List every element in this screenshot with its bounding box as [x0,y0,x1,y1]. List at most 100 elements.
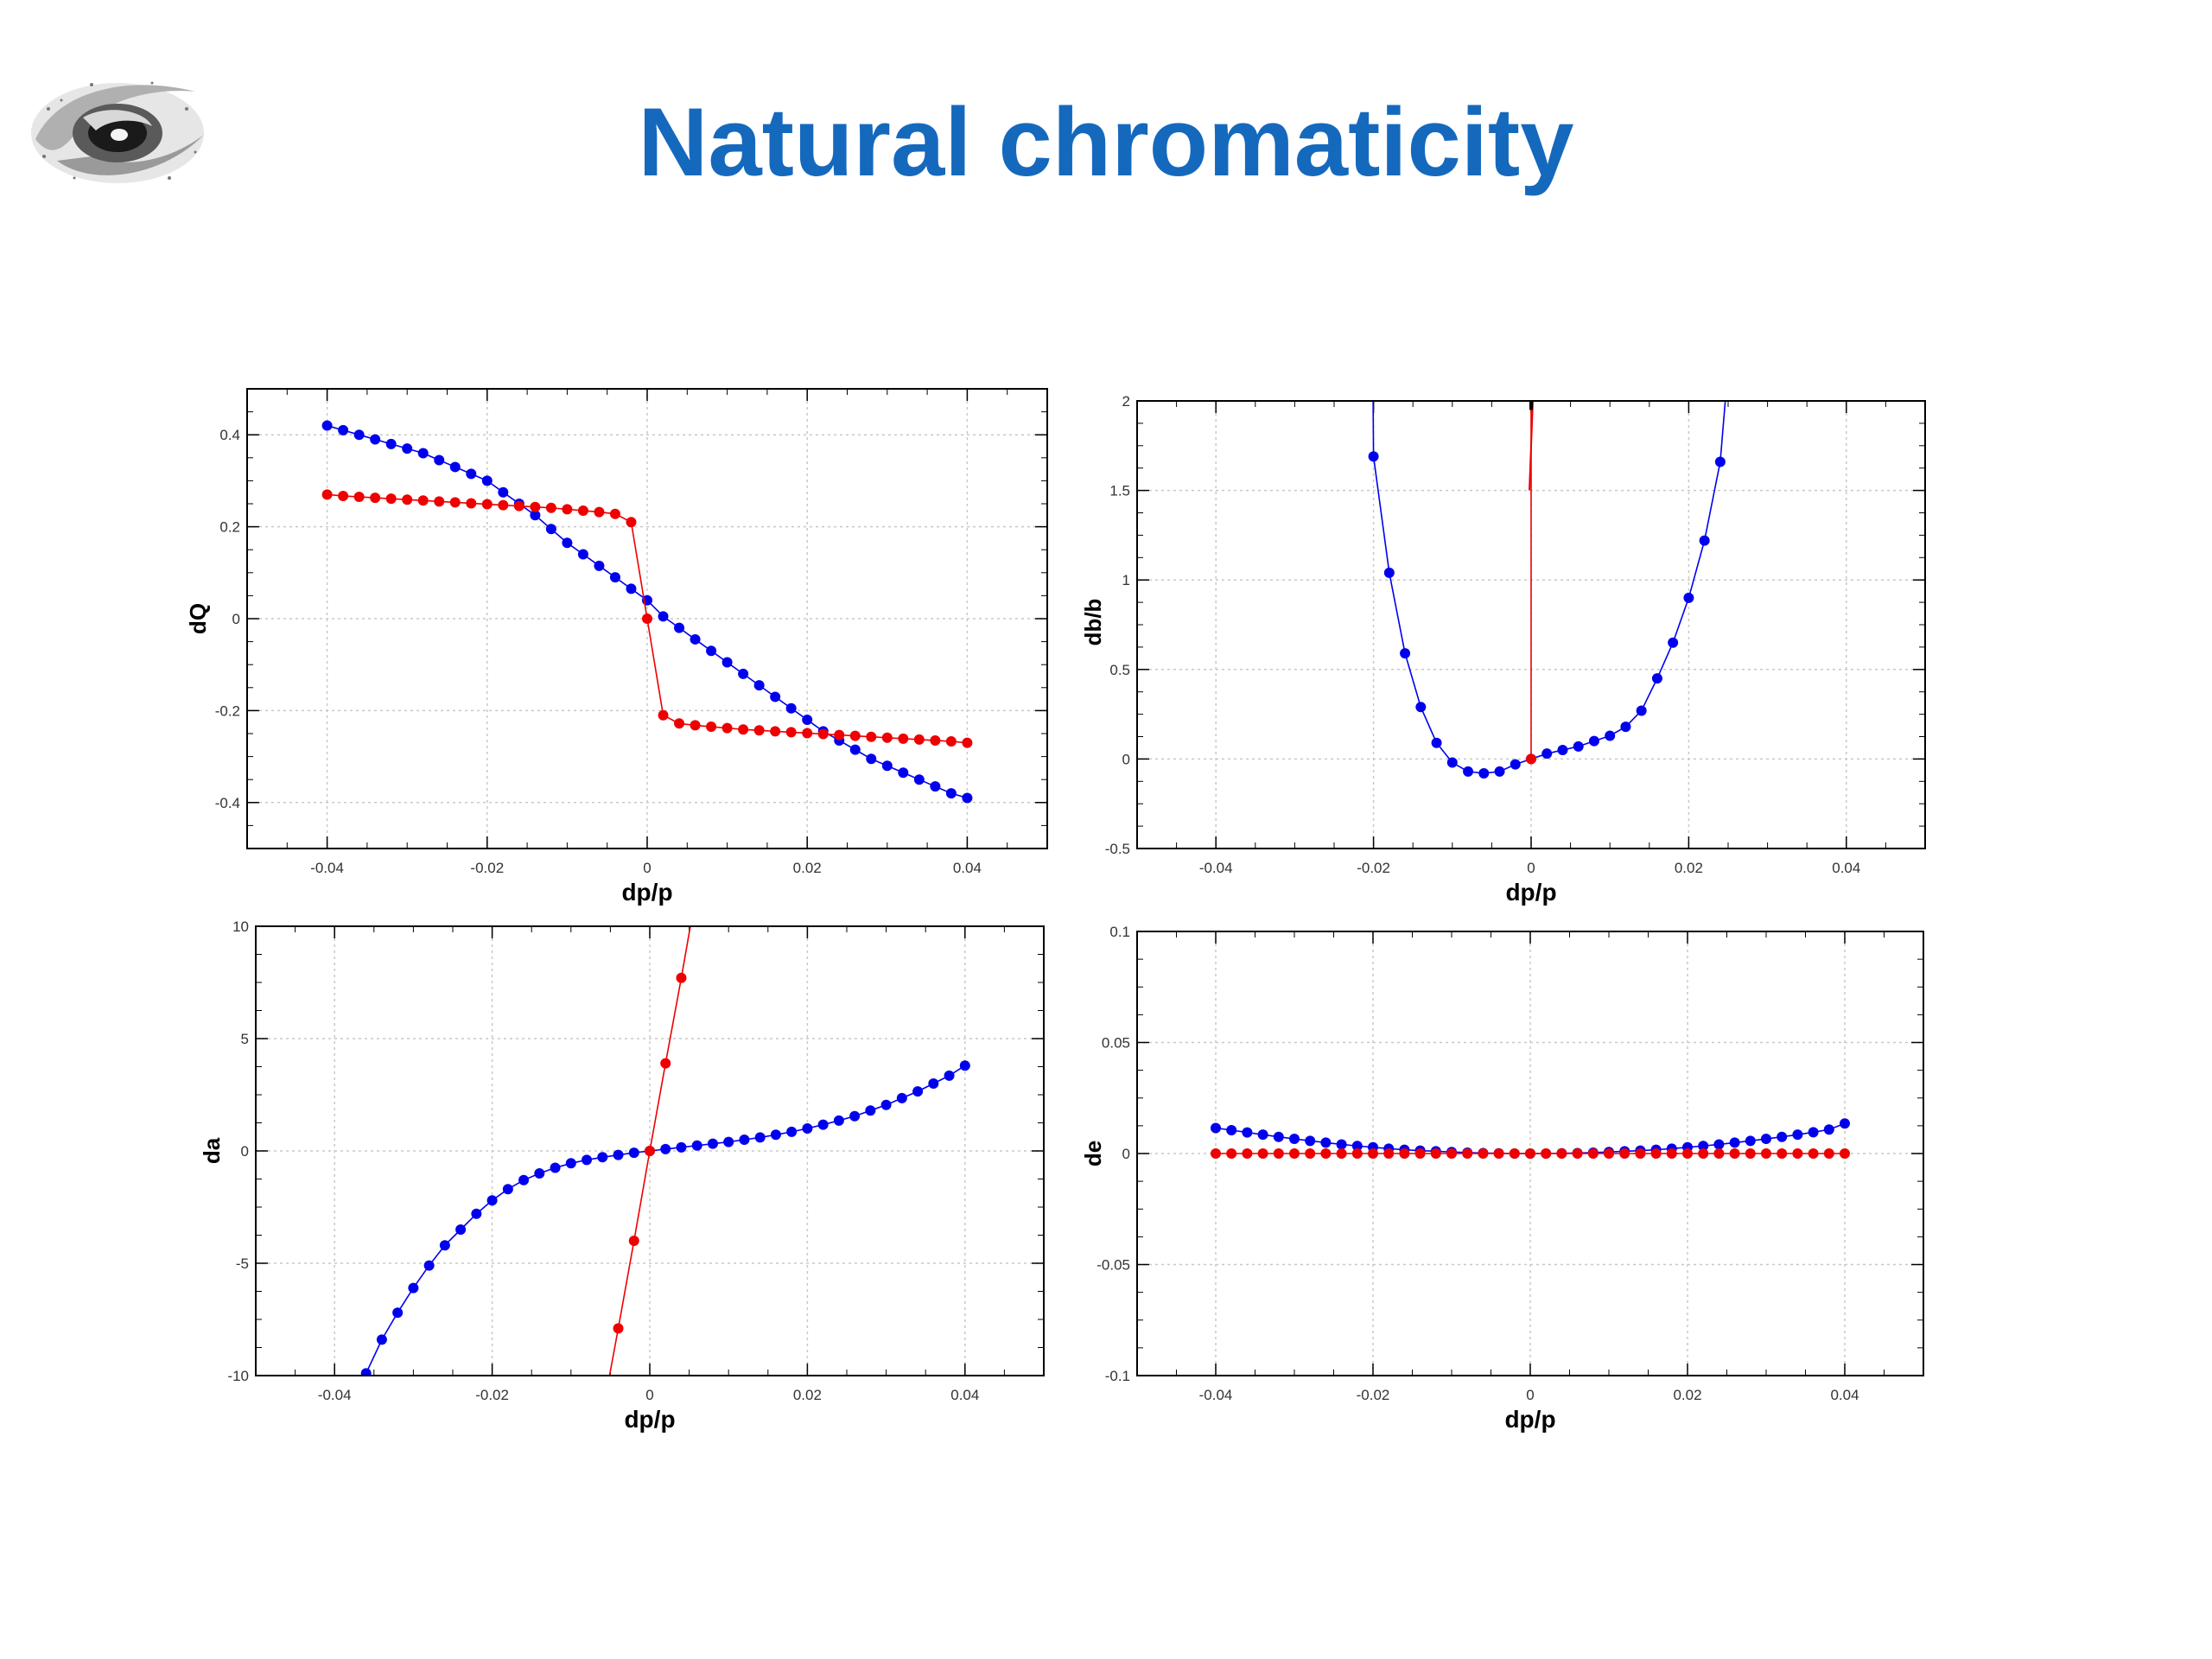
data-point [1509,1148,1520,1159]
data-point [1430,1148,1441,1159]
y-tick-label: -0.5 [1105,841,1130,857]
data-point [609,508,620,519]
y-axis-label: da [199,1137,225,1164]
data-point [376,1334,387,1345]
data-point [676,972,687,983]
data-point [707,1138,718,1149]
x-tick-label: -0.02 [1357,1387,1390,1403]
data-point [545,502,556,513]
data-point [1777,1148,1788,1159]
data-point [642,613,652,624]
data-point [817,728,829,740]
data-point [321,420,333,431]
data-point [360,1368,372,1376]
data-point [1808,1148,1819,1159]
x-tick-label: 0 [643,860,651,876]
data-point [1745,1148,1756,1159]
data-point [1242,1148,1253,1159]
data-point [385,493,397,505]
data-point [1682,1148,1693,1159]
data-point [481,499,493,510]
y-tick-label: 0.5 [1109,662,1130,678]
data-point [912,1086,924,1097]
y-tick-label: 0 [232,611,240,627]
y-tick-label: -0.1 [1105,1368,1130,1384]
data-point [1399,1148,1410,1159]
x-tick-label: 0.04 [1830,1387,1859,1403]
x-tick-label: -0.02 [475,1387,509,1403]
plot-area [321,420,973,804]
data-point [849,730,861,741]
data-point [1605,730,1616,741]
data-point [833,1115,844,1126]
data-point [1400,648,1411,659]
data-point [434,496,445,507]
data-point [674,622,685,633]
data-point [577,505,588,516]
data-point [594,560,605,571]
data-point [1573,741,1584,752]
data-point [739,1135,750,1145]
x-tick-label: -0.02 [470,860,504,876]
data-point [930,781,941,792]
series-line [1372,401,1726,774]
data-point [1383,567,1395,578]
x-tick-label: 0.02 [1673,1387,1701,1403]
data-point [945,788,957,799]
data-point [1823,1148,1834,1159]
data-point [1289,1148,1300,1159]
data-point [1713,1148,1725,1159]
y-tick-label: -10 [227,1368,249,1384]
data-point [881,760,893,772]
data-point [597,1152,608,1163]
swirl-logo-icon [31,81,204,183]
y-tick-label: 0 [1122,751,1130,767]
data-point [721,722,733,734]
data-point [471,1208,482,1219]
data-point [786,1126,798,1137]
data-point [434,454,445,466]
data-point [486,1195,498,1206]
y-tick-label: -0.4 [215,795,240,811]
data-point [1620,721,1631,733]
chart-panel-3: -0.04 -0.02 0 0.02 0.04 -10 -5 0 5 10 dp/p da [199,918,1045,1433]
data-point [945,736,957,747]
data-point [1650,1148,1662,1159]
data-point [802,728,813,739]
x-tick-label: -0.04 [310,860,344,876]
data-point [626,583,637,594]
chart-panel-4: -0.04 -0.02 0 0.02 0.04 -0.1 -0.05 0 0.05 0.1 dp/p… [1080,924,1924,1433]
data-point [498,486,509,498]
data-point [658,709,669,721]
data-point [1273,1131,1284,1142]
data-point [530,510,541,521]
data-point [1587,1148,1599,1159]
data-point [1226,1148,1237,1159]
data-point [1823,1124,1834,1135]
data-point [660,1058,671,1069]
data-point [562,504,573,515]
data-point [417,495,429,506]
data-point [1808,1127,1819,1138]
data-point [1305,1135,1316,1147]
y-tick-label: 0.05 [1102,1035,1130,1052]
y-tick-label: 5 [241,1031,249,1047]
chart-panel-2: -0.04 -0.02 0 0.02 0.04 -0.5 0 0.5 1 1.5 2 dp/p db/b [1080,393,1926,906]
data-point [785,702,797,714]
data-point [645,1146,655,1156]
data-point [408,1282,419,1294]
data-point [1792,1148,1803,1159]
data-point [385,438,397,449]
plot-area [1211,1118,1850,1159]
data-point [1651,673,1662,684]
x-tick-label: 0.04 [950,1387,979,1403]
data-point [1619,1148,1630,1159]
data-point [1336,1148,1347,1159]
data-point [1257,1129,1268,1141]
x-tick-label: 0 [645,1387,653,1403]
data-point [660,1143,671,1154]
data-point [1840,1148,1850,1159]
data-point [930,734,941,746]
x-tick-label: 0.02 [793,860,822,876]
data-point [723,1136,734,1147]
